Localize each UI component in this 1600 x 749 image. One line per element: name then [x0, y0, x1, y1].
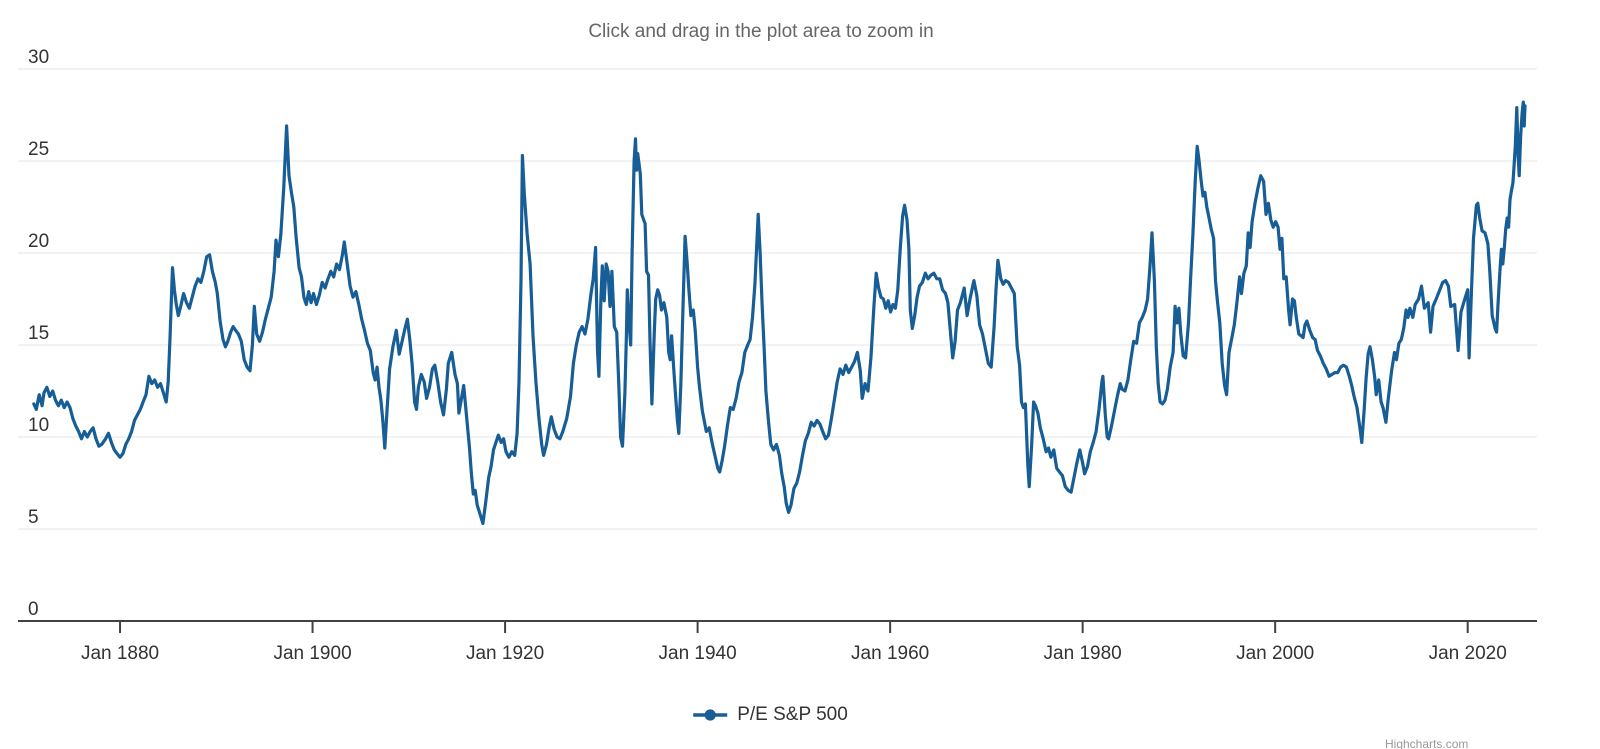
legend-item-pe-sp500[interactable]: P/E S&P 500 — [692, 704, 848, 726]
legend-label: P/E S&P 500 — [737, 704, 848, 725]
x-axis-label: Jan 1880 — [81, 643, 159, 664]
y-axis-label: 20 — [28, 231, 49, 252]
x-axis-label: Jan 1900 — [273, 643, 351, 664]
y-axis-label: 25 — [28, 139, 49, 160]
x-axis-label: Jan 1920 — [466, 643, 544, 664]
y-axis-label: 5 — [28, 507, 39, 528]
x-axis-label: Jan 2000 — [1236, 643, 1314, 664]
x-axis-label: Jan 2020 — [1429, 643, 1507, 664]
legend-line-marker-icon — [693, 709, 728, 721]
y-axis-label: 0 — [28, 599, 39, 620]
x-axis-label: Jan 1960 — [851, 643, 929, 664]
y-axis-label: 30 — [28, 47, 49, 68]
x-axis-label: Jan 1940 — [659, 643, 737, 664]
series-line-pe-sp500[interactable] — [32, 100, 1527, 526]
chart-title: Click and drag in the plot area to zoom … — [588, 21, 934, 42]
y-axis-label: 10 — [28, 415, 49, 436]
x-axis-label: Jan 1980 — [1044, 643, 1122, 664]
y-axis-label: 15 — [28, 323, 49, 344]
highcharts-credits-link[interactable]: Highcharts.com — [1385, 737, 1469, 749]
